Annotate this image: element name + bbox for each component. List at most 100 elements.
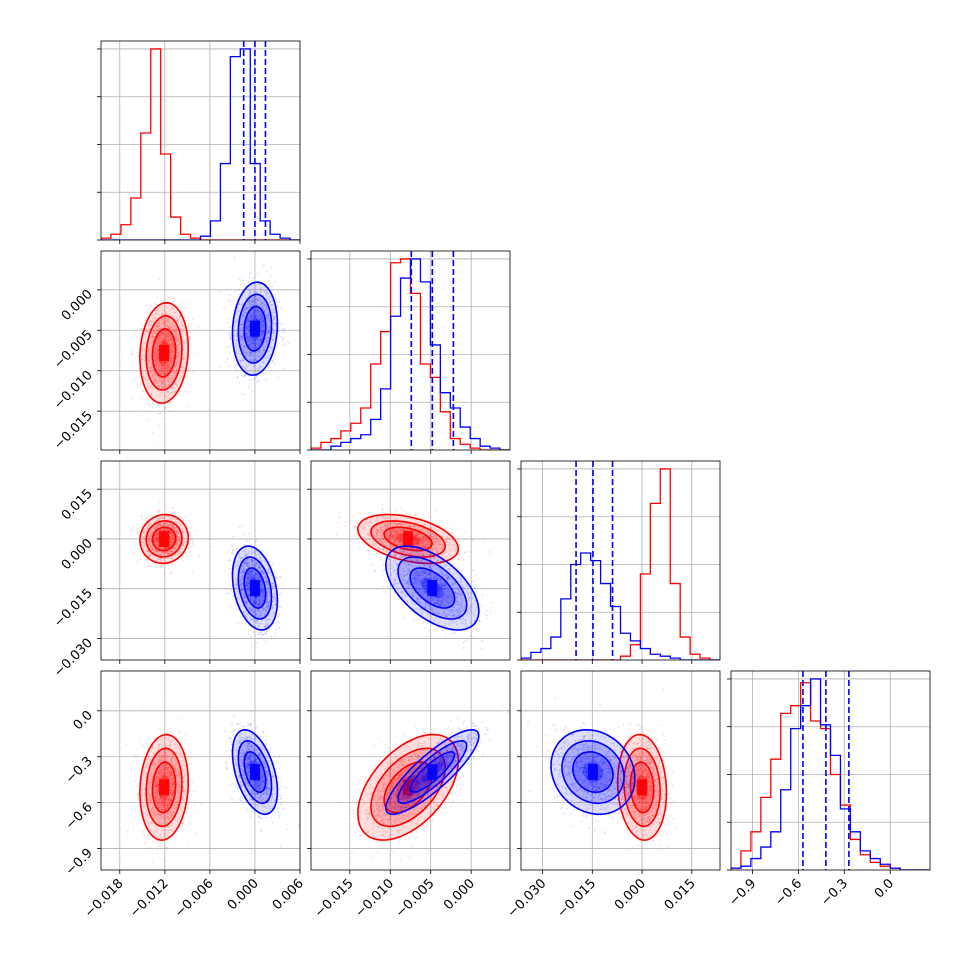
scatter-point: [238, 526, 241, 529]
scatter-point: [151, 393, 154, 396]
scatter-point: [188, 544, 190, 546]
scatter-point: [170, 306, 172, 308]
scatter-point: [236, 319, 238, 321]
scatter-point: [252, 312, 255, 315]
scatter-point: [251, 300, 253, 303]
scatter-point: [175, 361, 178, 364]
scatter-point: [257, 353, 259, 356]
scatter-point: [177, 380, 180, 383]
scatter-point: [246, 325, 248, 328]
scatter-point: [156, 341, 159, 344]
scatter-point: [159, 336, 162, 339]
scatter-point: [169, 343, 172, 345]
scatter-point: [167, 378, 170, 380]
scatter-point: [149, 320, 152, 323]
scatter-point: [141, 357, 144, 360]
scatter-point: [162, 322, 164, 325]
scatter-point: [232, 549, 235, 552]
scatter-point: [180, 557, 183, 560]
scatter-point: [168, 339, 170, 342]
scatter-point: [159, 364, 161, 367]
scatter-point: [177, 341, 180, 343]
scatter-point: [262, 332, 265, 335]
scatter-point: [157, 376, 160, 379]
scatter-point: [198, 555, 201, 558]
scatter-point: [155, 364, 157, 366]
scatter-point: [255, 284, 257, 287]
scatter-point: [245, 336, 248, 338]
scatter-point: [177, 336, 180, 339]
scatter-point: [163, 386, 165, 389]
scatter-point: [151, 341, 153, 344]
scatter-point: [248, 351, 251, 353]
scatter-point: [142, 390, 144, 392]
scatter-point: [150, 323, 152, 325]
scatter-point: [136, 561, 139, 564]
scatter-point: [173, 374, 176, 377]
scatter-point: [160, 312, 163, 314]
scatter-point: [230, 333, 232, 335]
scatter-point: [188, 552, 191, 554]
scatter-point: [156, 337, 159, 339]
scatter-point: [254, 341, 257, 344]
scatter-point: [255, 309, 257, 312]
scatter-point: [261, 332, 264, 335]
scatter-point: [272, 331, 274, 334]
scatter-point: [249, 317, 251, 320]
scatter-point: [254, 358, 257, 360]
scatter-point: [148, 396, 150, 399]
scatter-point: [267, 297, 270, 300]
scatter-point: [251, 360, 254, 363]
scatter-point: [153, 352, 156, 355]
scatter-point: [275, 620, 278, 623]
scatter-point: [274, 324, 277, 327]
scatter-point: [245, 539, 248, 541]
scatter-point: [247, 320, 250, 322]
scatter-point: [158, 324, 161, 327]
scatter-point: [149, 320, 152, 322]
scatter-point: [167, 390, 169, 393]
scatter-point: [273, 315, 276, 318]
scatter-point: [173, 329, 176, 332]
scatter-point: [155, 332, 158, 335]
scatter-point: [253, 378, 256, 380]
scatter-point: [235, 322, 238, 324]
scatter-point: [179, 314, 182, 317]
scatter-point: [273, 311, 276, 313]
scatter-point: [162, 338, 165, 341]
scatter-point: [280, 606, 283, 609]
scatter-point: [167, 397, 169, 400]
scatter-point: [147, 382, 149, 385]
scatter-point: [166, 295, 169, 298]
scatter-point: [172, 308, 175, 311]
scatter-point: [164, 385, 167, 388]
scatter-point: [241, 314, 244, 317]
scatter-point: [249, 315, 252, 318]
scatter-point: [252, 391, 254, 393]
scatter-point: [250, 344, 253, 346]
scatter-point: [267, 333, 270, 335]
scatter-point: [151, 374, 154, 377]
scatter-point: [163, 365, 166, 368]
scatter-point: [265, 304, 268, 307]
scatter-point: [176, 319, 179, 322]
scatter-point: [155, 374, 158, 377]
scatter-point: [171, 339, 174, 342]
scatter-point: [245, 321, 248, 323]
scatter-point: [152, 320, 155, 323]
scatter-point: [170, 353, 173, 355]
scatter-point: [154, 317, 157, 320]
scatter-point: [183, 342, 185, 345]
scatter-point: [156, 350, 159, 352]
scatter-point: [144, 558, 147, 561]
scatter-point: [164, 364, 167, 367]
scatter-point: [150, 324, 153, 327]
scatter-point: [151, 514, 154, 517]
scatter-point: [181, 384, 184, 387]
scatter-point: [156, 349, 158, 352]
scatter-point: [162, 380, 165, 383]
scatter-point: [262, 634, 264, 637]
scatter-point: [170, 511, 173, 513]
scatter-point: [151, 402, 154, 405]
scatter-point: [140, 323, 142, 326]
